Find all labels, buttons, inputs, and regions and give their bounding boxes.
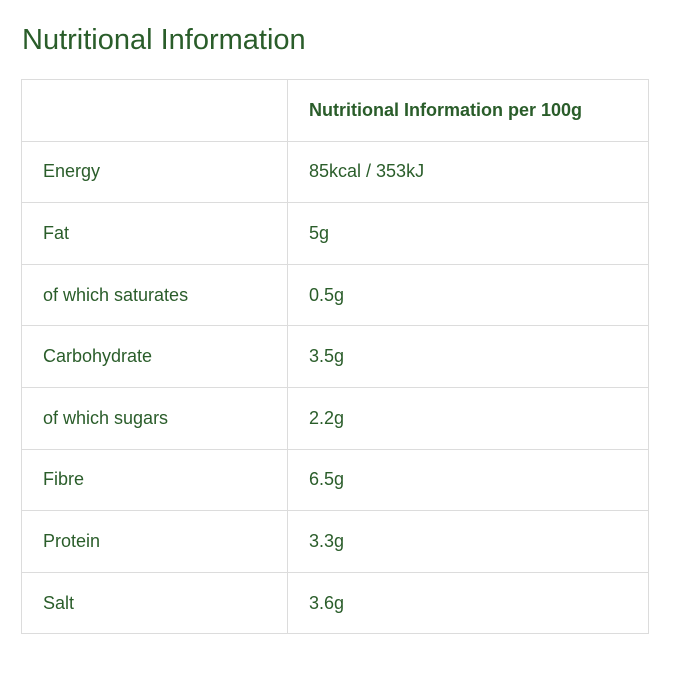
nutrient-name: Salt: [21, 571, 288, 635]
table-body: Energy 85kcal / 353kJ Fat 5g of which satura…: [21, 140, 649, 635]
nutrient-name: Energy: [21, 140, 288, 204]
nutrient-name: Carbohydrate: [21, 325, 288, 388]
table-row: of which sugars 2.2g: [21, 386, 649, 450]
nutrient-name: of which sugars: [21, 386, 288, 450]
nutrient-value: 3.3g: [287, 510, 649, 573]
page-title: Nutritional Information: [22, 24, 306, 56]
nutrient-value: 3.5g: [287, 325, 649, 388]
table-row: Carbohydrate 3.5g: [21, 325, 649, 388]
empty-header-cell: [21, 79, 288, 142]
nutrient-name: Fibre: [21, 448, 288, 512]
table-head: Nutritional Information per 100g: [21, 79, 649, 142]
nutrient-name: of which saturates: [21, 263, 288, 327]
nutrient-value: 2.2g: [287, 386, 649, 450]
nutrition-table: Nutritional Information per 100g Energy 8…: [21, 79, 649, 635]
nutrient-value: 6.5g: [287, 448, 649, 512]
nutrient-value: 85kcal / 353kJ: [287, 140, 649, 204]
table-row: Fat 5g: [21, 202, 649, 265]
column-header: Nutritional Information per 100g: [287, 79, 649, 142]
table-row: Fibre 6.5g: [21, 448, 649, 512]
table-row: Protein 3.3g: [21, 510, 649, 573]
nutrient-value: 5g: [287, 202, 649, 265]
nutrient-name: Fat: [21, 202, 288, 265]
table-row: Salt 3.6g: [21, 571, 649, 635]
nutrient-value: 0.5g: [287, 263, 649, 327]
table-row: Energy 85kcal / 353kJ: [21, 140, 649, 204]
table-row: of which saturates 0.5g: [21, 263, 649, 327]
nutrient-name: Protein: [21, 510, 288, 573]
nutrient-value: 3.6g: [287, 571, 649, 635]
header-row: Nutritional Information per 100g: [21, 79, 649, 142]
